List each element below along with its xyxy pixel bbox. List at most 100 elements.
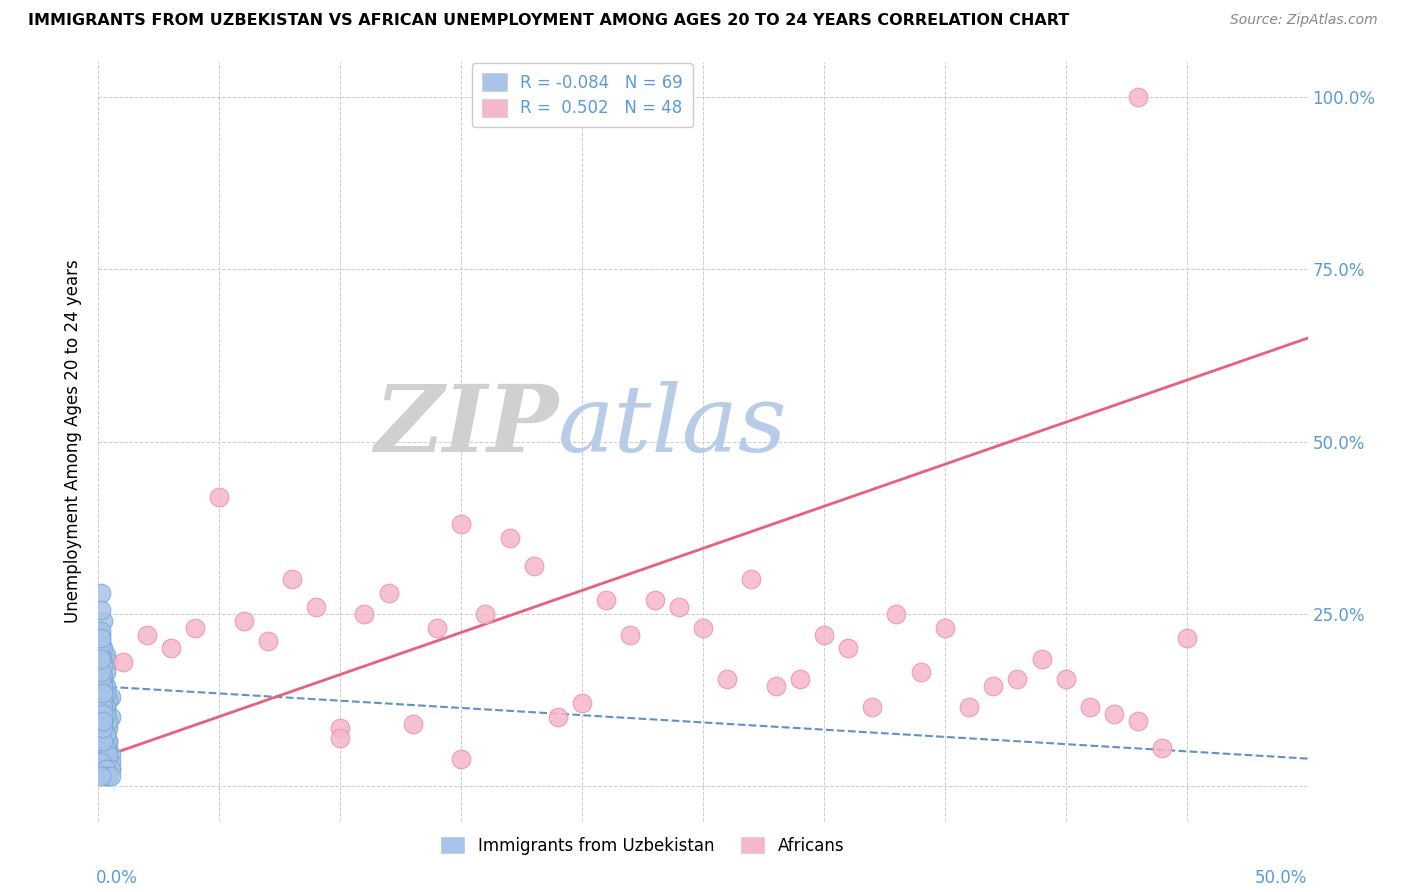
Point xyxy=(97,734,120,748)
Point xyxy=(547,710,569,724)
Point xyxy=(97,693,120,707)
Point xyxy=(765,679,787,693)
Point xyxy=(90,651,112,665)
Point xyxy=(91,655,114,669)
Point xyxy=(90,631,112,645)
Text: Source: ZipAtlas.com: Source: ZipAtlas.com xyxy=(1230,13,1378,28)
Point xyxy=(90,748,112,763)
Point xyxy=(450,751,472,765)
Point xyxy=(208,490,231,504)
Point xyxy=(450,517,472,532)
Point xyxy=(934,621,956,635)
Legend: Immigrants from Uzbekistan, Africans: Immigrants from Uzbekistan, Africans xyxy=(433,830,852,862)
Point xyxy=(94,762,117,776)
Point xyxy=(644,593,666,607)
Point xyxy=(910,665,932,680)
Point xyxy=(94,727,117,741)
Point xyxy=(94,699,117,714)
Point xyxy=(329,721,352,735)
Point xyxy=(91,673,114,687)
Point xyxy=(813,627,835,641)
Point xyxy=(1078,699,1101,714)
Point xyxy=(1128,714,1150,728)
Point xyxy=(91,675,114,690)
Point xyxy=(498,531,520,545)
Point xyxy=(94,755,117,769)
Point xyxy=(97,655,120,669)
Y-axis label: Unemployment Among Ages 20 to 24 years: Unemployment Among Ages 20 to 24 years xyxy=(65,260,83,624)
Point xyxy=(97,721,120,735)
Point xyxy=(94,762,117,776)
Point xyxy=(91,693,114,707)
Text: ZIP: ZIP xyxy=(374,382,558,471)
Text: 0.0%: 0.0% xyxy=(96,869,138,887)
Point xyxy=(97,769,120,783)
Point xyxy=(426,621,449,635)
Point xyxy=(281,573,304,587)
Point xyxy=(94,686,117,700)
Point xyxy=(91,679,114,693)
Point xyxy=(232,614,254,628)
Point xyxy=(668,599,690,614)
Point xyxy=(94,665,117,680)
Point xyxy=(402,717,425,731)
Point xyxy=(1031,651,1053,665)
Point xyxy=(329,731,352,745)
Point xyxy=(100,762,122,776)
Point xyxy=(981,679,1004,693)
Point xyxy=(523,558,546,573)
Point xyxy=(94,648,117,663)
Point xyxy=(860,699,883,714)
Point xyxy=(100,710,122,724)
Point xyxy=(90,648,112,663)
Point xyxy=(97,762,120,776)
Point xyxy=(91,734,114,748)
Point xyxy=(90,755,112,769)
Point xyxy=(97,741,120,756)
Point xyxy=(692,621,714,635)
Point xyxy=(91,714,114,728)
Point xyxy=(1128,90,1150,104)
Point xyxy=(91,614,114,628)
Point xyxy=(716,673,738,687)
Point xyxy=(111,655,134,669)
Point xyxy=(474,607,496,621)
Text: IMMIGRANTS FROM UZBEKISTAN VS AFRICAN UNEMPLOYMENT AMONG AGES 20 TO 24 YEARS COR: IMMIGRANTS FROM UZBEKISTAN VS AFRICAN UN… xyxy=(28,13,1070,29)
Point xyxy=(94,734,117,748)
Point xyxy=(1007,673,1029,687)
Point xyxy=(100,748,122,763)
Point xyxy=(100,769,122,783)
Point xyxy=(97,748,120,763)
Point xyxy=(94,727,117,741)
Point xyxy=(1102,706,1125,721)
Point xyxy=(91,669,114,683)
Point xyxy=(90,721,112,735)
Point xyxy=(91,641,114,656)
Point xyxy=(305,599,328,614)
Point xyxy=(91,706,114,721)
Point xyxy=(94,706,117,721)
Point xyxy=(94,741,117,756)
Point xyxy=(91,686,114,700)
Point xyxy=(595,593,617,607)
Point xyxy=(90,769,112,783)
Point xyxy=(353,607,375,621)
Point xyxy=(90,603,112,617)
Point xyxy=(91,721,114,735)
Point xyxy=(91,686,114,700)
Text: atlas: atlas xyxy=(558,382,787,471)
Point xyxy=(90,638,112,652)
Point xyxy=(837,641,859,656)
Point xyxy=(94,679,117,693)
Point xyxy=(90,662,112,676)
Text: 50.0%: 50.0% xyxy=(1256,869,1308,887)
Point xyxy=(740,573,762,587)
Point xyxy=(789,673,811,687)
Point xyxy=(97,714,120,728)
Point xyxy=(571,697,593,711)
Point xyxy=(1175,631,1198,645)
Point xyxy=(256,634,278,648)
Point xyxy=(377,586,399,600)
Point xyxy=(90,634,112,648)
Point xyxy=(1054,673,1077,687)
